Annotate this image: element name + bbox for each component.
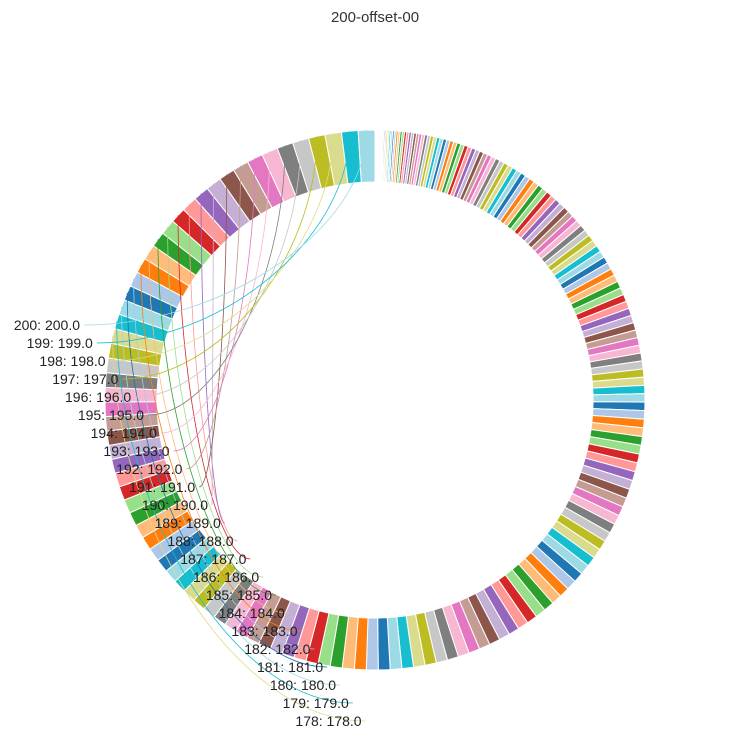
- leader-line-194: [160, 151, 271, 434]
- leader-line-182: [133, 278, 315, 650]
- slice-labels: 178: 178.0 179: 179.0 180: 180.0 181: 181.0…: [14, 130, 367, 729]
- leader-line-187: [177, 215, 251, 560]
- slice-label-180: 180: 180.0: [270, 677, 336, 693]
- leader-line-183: [140, 265, 302, 632]
- slice-label-178: 178: 178.0: [295, 713, 361, 729]
- leader-line-179: [116, 321, 353, 704]
- leader-line-181: [126, 292, 328, 668]
- slice-label-191: 191: 191.0: [129, 479, 195, 495]
- slice-label-187: 187: 187.0: [180, 551, 246, 567]
- leader-line-200: [83, 130, 367, 326]
- leader-line-186: [167, 227, 264, 578]
- slice-200: [357, 129, 376, 183]
- slice-label-194: 194: 194.0: [91, 425, 157, 441]
- slice-label-197: 197: 197.0: [52, 371, 118, 387]
- leader-line-195: [147, 145, 286, 416]
- slice-label-198: 198: 198.0: [39, 353, 105, 369]
- leader-line-189: [200, 193, 226, 524]
- slice-label-190: 190: 190.0: [142, 497, 208, 513]
- slice-label-200: 200: 200.0: [14, 317, 80, 333]
- leader-line-185: [157, 239, 277, 596]
- slice-100: [592, 393, 646, 403]
- slice-label-193: 193: 193.0: [103, 443, 169, 459]
- leader-line-197: [122, 136, 318, 380]
- leader-line-191: [199, 174, 228, 488]
- donut-slices: [104, 129, 646, 671]
- slice-label-185: 185: 185.0: [206, 587, 272, 603]
- slice-label-184: 184: 184.0: [219, 605, 285, 621]
- slice-label-189: 189: 189.0: [155, 515, 221, 531]
- slice-label-186: 186: 186.0: [193, 569, 259, 585]
- slice-label-188: 188: 188.0: [167, 533, 233, 549]
- slice-label-181: 181: 181.0: [257, 659, 323, 675]
- leader-line-196: [135, 140, 302, 398]
- slice-label-183: 183: 183.0: [231, 623, 297, 639]
- leader-line-198: [109, 133, 334, 362]
- slice-label-179: 179: 179.0: [283, 695, 349, 711]
- chart-title: 200-offset-00: [330, 9, 420, 26]
- leader-line-180: [121, 306, 341, 686]
- slice-label-192: 192: 192.0: [116, 461, 182, 477]
- slice-label-196: 196: 196.0: [65, 389, 131, 405]
- leader-line-192: [186, 165, 241, 470]
- leader-line-188: [188, 204, 238, 542]
- slice-label-182: 182: 182.0: [244, 641, 310, 657]
- slice-label-199: 199: 199.0: [27, 335, 93, 351]
- leader-line-184: [148, 252, 289, 614]
- slice-label-195: 195: 195.0: [78, 407, 144, 423]
- leader-line-199: [96, 131, 351, 344]
- leader-line-178: [112, 335, 366, 722]
